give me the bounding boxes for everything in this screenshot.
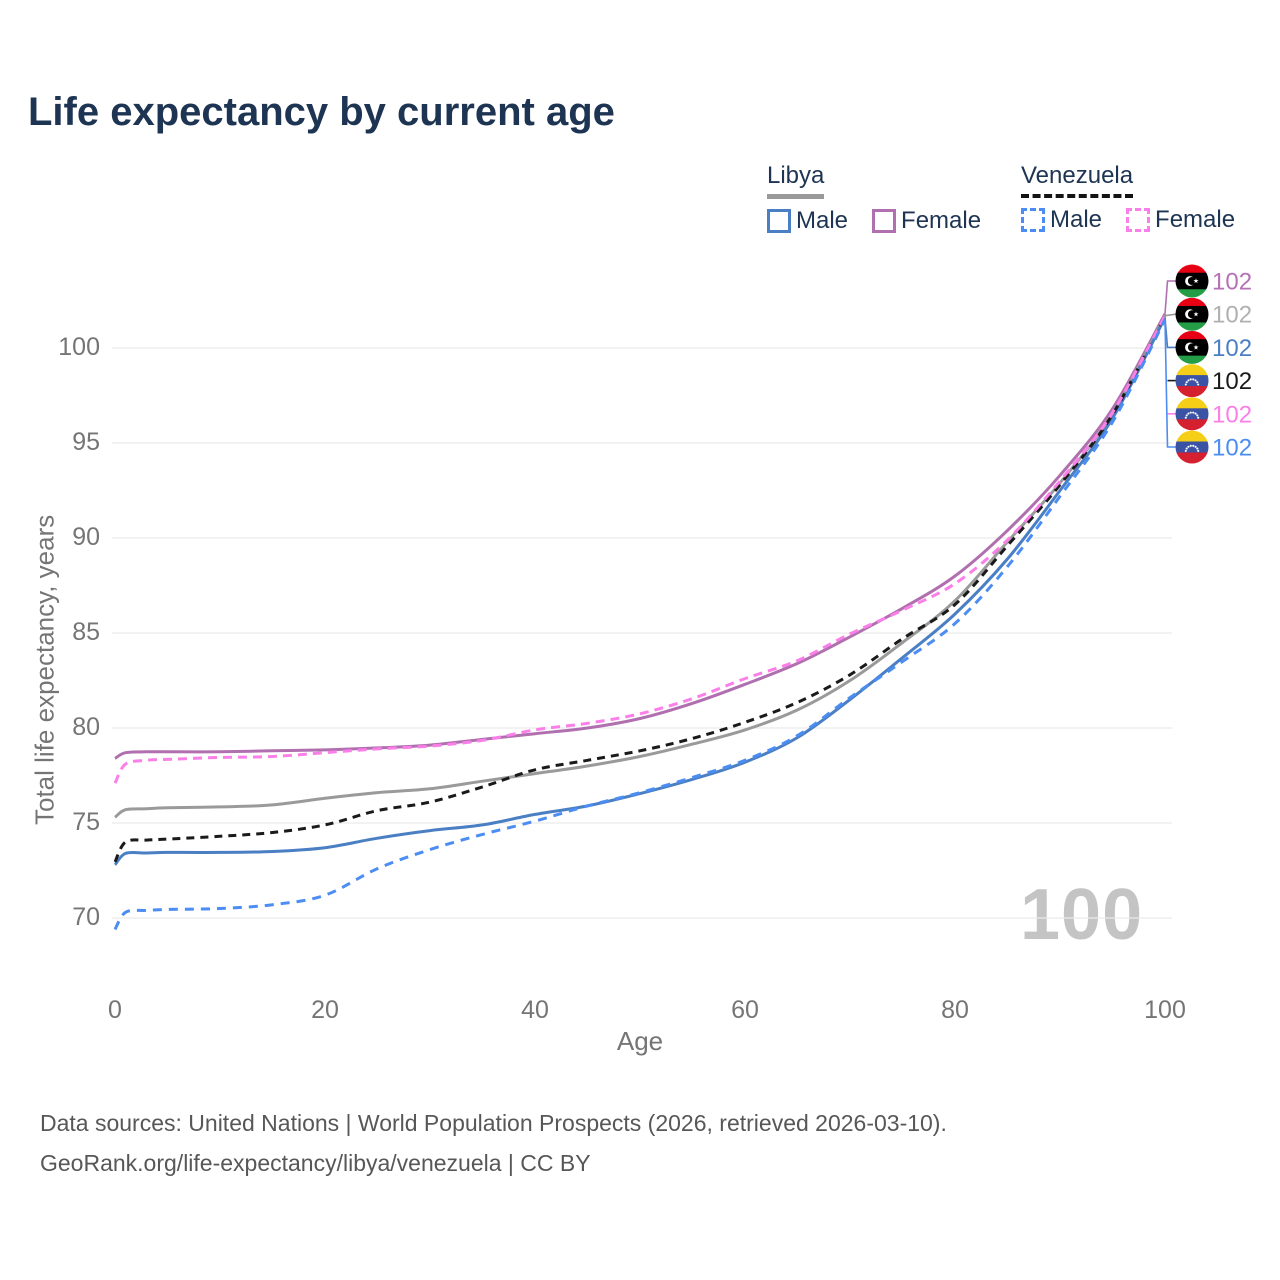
y-tick-label-85: 85 [72,618,100,646]
y-tick-label-80: 80 [72,713,100,741]
y-tick-label-100: 100 [58,333,100,361]
series-line-libya-female [114,313,1167,760]
flag-icon-libya [1175,264,1209,298]
series-line-libya-total [114,314,1167,819]
legend-label-libya-female[interactable]: Female [901,207,982,234]
y-tick-label-95: 95 [72,428,100,456]
age-counter-watermark: 100 [1020,875,1144,955]
legend-heading-venezuela: Venezuela [1021,162,1134,198]
x-tick-label-100: 100 [1144,996,1186,1024]
leader-line-libya-female [1164,280,1176,314]
x-tick-label-60: 60 [731,996,759,1024]
series-line-libya-male [113,316,1167,866]
x-tick-label-0: 0 [108,996,122,1024]
end-value-label-libya-female: 102 [1212,269,1252,296]
end-value-label-venezuela-male: 102 [1212,435,1252,462]
legend-checkbox-venezuela-male[interactable] [1021,208,1045,232]
x-tick-label-40: 40 [521,996,549,1024]
leader-line-libya-male [1164,317,1176,349]
x-axis-title: Age [616,1026,664,1056]
end-value-label-venezuela-female: 102 [1212,401,1252,428]
flag-icon-venezuela [1175,397,1209,431]
page-title: Life expectancy by current age [28,90,615,134]
end-value-label-libya-male: 102 [1212,335,1252,362]
legend-group-libya: Libya Male Female [767,162,1005,235]
legend-label-libya-male[interactable]: Male [796,207,849,234]
footer-data-sources: Data sources: United Nations | World Pop… [40,1110,947,1136]
legend-items-libya: Male Female [767,207,1005,235]
legend-checkbox-venezuela-female[interactable] [1126,208,1151,232]
end-value-label-venezuela-total: 102 [1212,368,1252,395]
end-value-label-libya-total: 102 [1212,302,1252,329]
series-line-venezuela-total [113,315,1167,863]
y-tick-label-90: 90 [72,523,100,551]
legend-label-venezuela-female[interactable]: Female [1155,206,1236,233]
footer-attribution: GeoRank.org/life-expectancy/libya/venezu… [40,1150,591,1176]
y-tick-label-70: 70 [72,903,100,931]
leader-line-venezuela-male [1164,319,1176,448]
legend-checkbox-libya-female[interactable] [872,209,897,233]
legend-checkbox-libya-male[interactable] [767,209,791,233]
y-axis-title: Total life expectancy, years [29,514,60,826]
flag-icon-venezuela [1175,430,1209,464]
legend-items-venezuela: Male Female [1021,206,1259,234]
flag-icon-venezuela [1175,364,1209,398]
series-line-venezuela-female [113,314,1167,784]
y-tick-label-75: 75 [72,808,100,836]
flag-icon-libya [1175,297,1209,331]
flag-icon-libya [1175,330,1209,364]
series-line-venezuela-male [113,318,1167,931]
legend-heading-libya: Libya [767,162,825,199]
leader-tick-libya-total [1164,313,1176,317]
legend-label-venezuela-male[interactable]: Male [1050,206,1103,233]
x-tick-label-80: 80 [941,996,969,1024]
legend-group-venezuela: Venezuela Male Female [1021,162,1259,234]
x-tick-label-20: 20 [311,996,339,1024]
